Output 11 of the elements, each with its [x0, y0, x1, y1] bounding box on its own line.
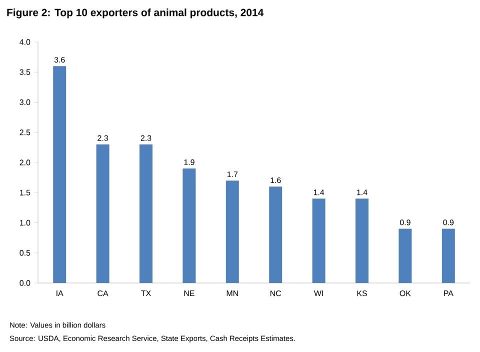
- bar: [53, 66, 66, 283]
- bar: [140, 144, 153, 283]
- bar: [269, 186, 282, 283]
- bar: [442, 228, 455, 283]
- bar: [356, 198, 369, 283]
- chart-title: Figure 2: Top 10 exporters of animal products, 2014: [7, 8, 264, 18]
- bar: [398, 228, 412, 283]
- bar: [312, 198, 326, 283]
- bar: [182, 168, 196, 283]
- bar: [96, 144, 110, 283]
- bar: [226, 180, 239, 283]
